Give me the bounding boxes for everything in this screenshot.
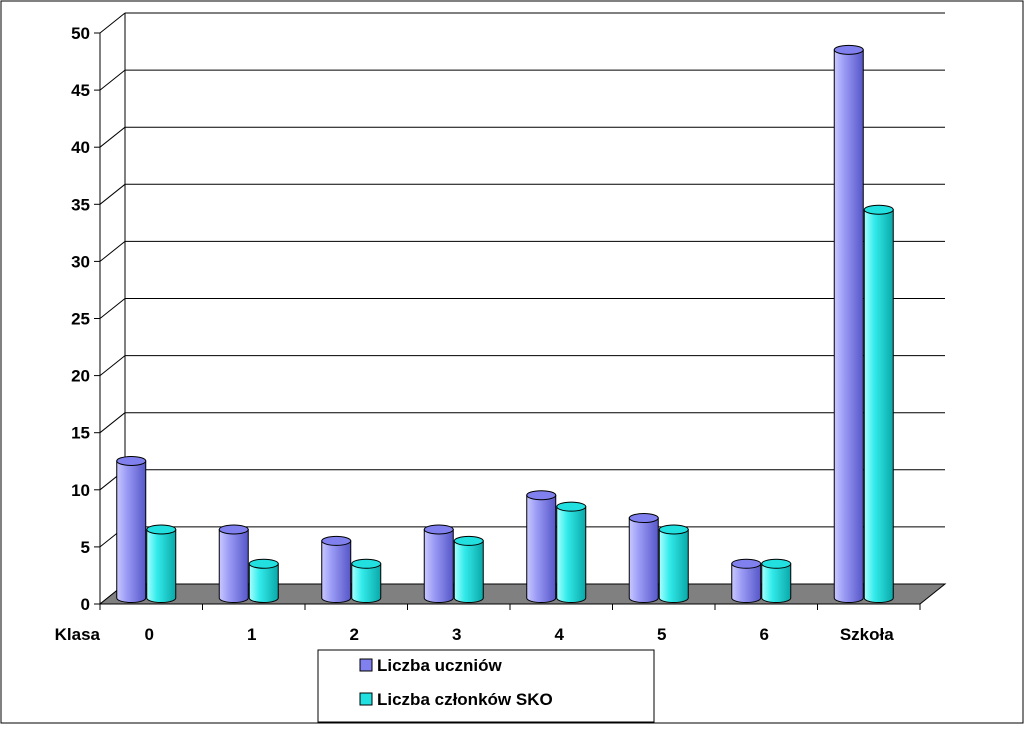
x-axis-label: Klasa bbox=[55, 625, 101, 644]
legend-box bbox=[317, 649, 655, 723]
x-tick-labels: 0 1 2 3 4 5 6 Szkoła bbox=[145, 625, 895, 644]
y-tick-label: 45 bbox=[71, 81, 90, 100]
bar-uczniowie-2 bbox=[321, 535, 352, 603]
bar-top bbox=[761, 558, 792, 569]
x-tick-label: 4 bbox=[555, 625, 565, 644]
bar-body bbox=[423, 528, 454, 603]
y-tick-label: 10 bbox=[71, 481, 90, 500]
legend-swatch-uczniowie bbox=[359, 658, 373, 672]
y-tick-label: 40 bbox=[71, 138, 90, 157]
x-tick-label: 6 bbox=[760, 625, 769, 644]
x-tick-label: 1 bbox=[247, 625, 256, 644]
bar-czlonkowie-4 bbox=[556, 501, 587, 603]
bar-body bbox=[628, 517, 659, 603]
y-tick-label: 50 bbox=[71, 24, 90, 43]
bar-czlonkowie-0 bbox=[146, 524, 177, 603]
bar-top bbox=[146, 524, 177, 535]
y-tick-label: 30 bbox=[71, 252, 90, 271]
bar-body bbox=[833, 49, 864, 603]
bar-top bbox=[526, 490, 557, 501]
x-tick-label: 3 bbox=[452, 625, 461, 644]
x-tick-label: 2 bbox=[350, 625, 359, 644]
bar-top bbox=[218, 524, 249, 535]
legend: Liczba uczniów Liczba członków SKO bbox=[317, 649, 655, 723]
bar-top bbox=[321, 535, 352, 546]
bar-top bbox=[351, 558, 382, 569]
wall-diagonal bbox=[99, 126, 126, 148]
y-tick-label: 0 bbox=[81, 595, 90, 614]
bar-top bbox=[453, 535, 484, 546]
wall-diagonal bbox=[99, 412, 126, 434]
bar-body bbox=[761, 563, 792, 603]
x-tick-label: 0 bbox=[145, 625, 154, 644]
bar-top bbox=[731, 558, 762, 569]
bar-czlonkowie-3 bbox=[453, 535, 484, 603]
bar-top bbox=[863, 204, 894, 215]
bar-top bbox=[628, 513, 659, 524]
bar-body bbox=[658, 528, 689, 603]
wall-diagonal bbox=[99, 298, 126, 319]
wall-diagonal bbox=[99, 355, 126, 376]
bar-czlonkowie-Szkoła bbox=[863, 204, 894, 603]
y-tick-label: 35 bbox=[71, 195, 90, 214]
bar-top bbox=[248, 558, 279, 569]
bar-top bbox=[556, 501, 587, 512]
y-tick-label: 25 bbox=[71, 310, 90, 329]
bar-body bbox=[218, 528, 249, 603]
bar-uczniowie-4 bbox=[526, 490, 557, 603]
bar-uczniowie-Szkoła bbox=[833, 44, 864, 603]
y-tick-label: 15 bbox=[71, 424, 90, 443]
x-tick-label: 5 bbox=[657, 625, 666, 644]
wall-diagonal bbox=[99, 183, 126, 205]
y-tick-label: 20 bbox=[71, 367, 90, 386]
bar-top bbox=[423, 524, 454, 535]
bar-uczniowie-3 bbox=[423, 524, 454, 603]
wall-diagonal bbox=[99, 241, 126, 262]
bar-uczniowie-6 bbox=[731, 558, 762, 603]
y-tick-label: 5 bbox=[81, 538, 90, 557]
legend-label-uczniowie: Liczba uczniów bbox=[377, 656, 502, 675]
bar-top bbox=[833, 44, 864, 55]
gridlines bbox=[99, 12, 945, 605]
legend-swatch-czlonkowie bbox=[359, 692, 373, 706]
legend-label-czlonkowie: Liczba członków SKO bbox=[377, 690, 553, 709]
x-tick-label: Szkoła bbox=[840, 625, 894, 644]
bar-body bbox=[351, 563, 382, 603]
bar-body bbox=[146, 528, 177, 603]
bar-body bbox=[116, 460, 147, 603]
bar-body bbox=[731, 563, 762, 603]
bar-body bbox=[556, 506, 587, 603]
bar-body bbox=[321, 540, 352, 603]
bar-uczniowie-5 bbox=[628, 513, 659, 603]
bar-body bbox=[453, 540, 484, 603]
bar-top bbox=[658, 524, 689, 535]
wall-diagonal bbox=[99, 69, 126, 91]
wall-diagonal bbox=[99, 12, 126, 34]
bar-czlonkowie-5 bbox=[658, 524, 689, 603]
bar-body bbox=[863, 209, 894, 603]
bar-uczniowie-1 bbox=[218, 524, 249, 603]
bars bbox=[116, 44, 894, 603]
bar-czlonkowie-1 bbox=[248, 558, 279, 603]
bar-top bbox=[116, 455, 147, 466]
bar-uczniowie-0 bbox=[116, 455, 147, 603]
bar-czlonkowie-6 bbox=[761, 558, 792, 603]
bar-czlonkowie-2 bbox=[351, 558, 382, 603]
bar-body bbox=[248, 563, 279, 603]
bar-body bbox=[526, 494, 557, 603]
y-tick-labels: 0 5 10 15 20 25 30 35 40 45 50 bbox=[71, 24, 90, 614]
